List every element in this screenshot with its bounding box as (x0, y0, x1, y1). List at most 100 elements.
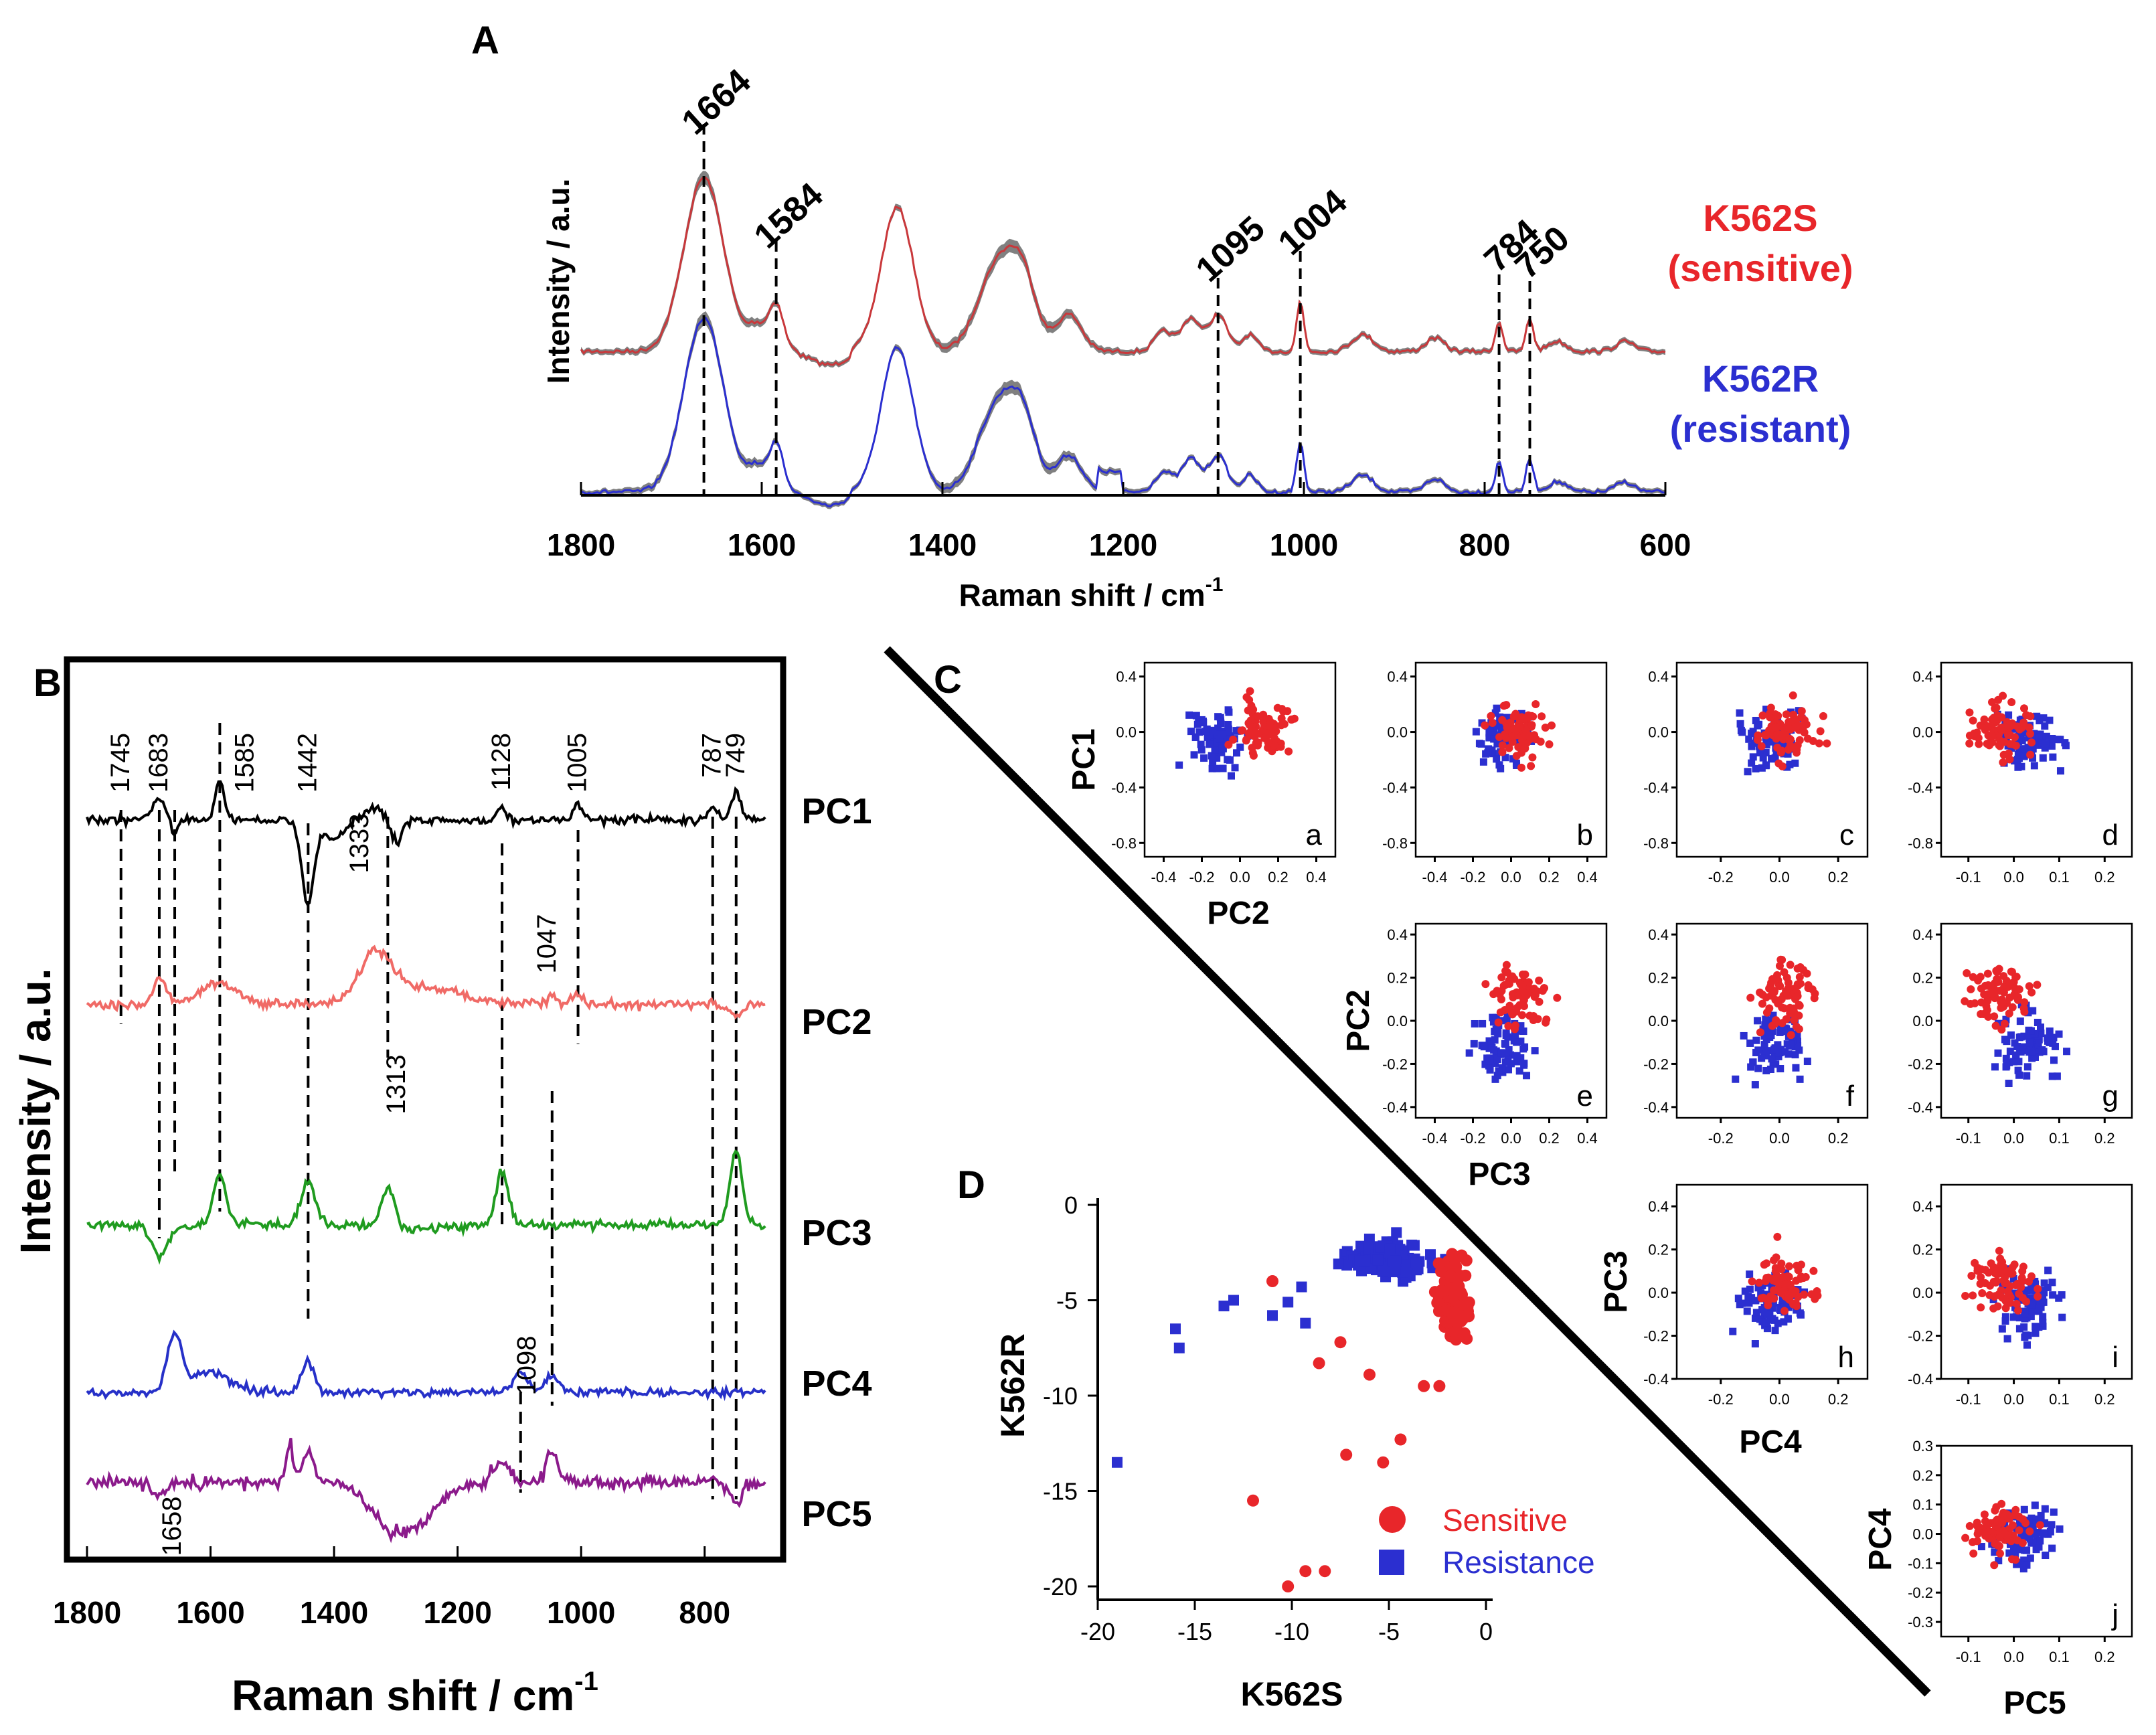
scatter-point-resistant (1516, 1027, 1524, 1035)
scatter-point-resistant (2023, 1072, 2031, 1080)
scatter-y-tick-label: -0.4 (1382, 779, 1408, 796)
scatter-point-sensitive (1504, 1021, 1513, 1030)
scatter-point-sensitive (1521, 970, 1529, 979)
scatter-point-sensitive (1502, 961, 1511, 969)
scatter-point-resistant (2025, 1034, 2034, 1042)
scatter-point-resistant (1470, 1040, 1478, 1048)
scatter-point-sensitive (1991, 1506, 1999, 1515)
scatter-point-resistant (2031, 1298, 2040, 1306)
scatter-point-resistant (1772, 1060, 1780, 1068)
scatter-point-resistant (1505, 1046, 1513, 1054)
scatter-point-resistant (1531, 1047, 1539, 1055)
scatter-point-sensitive (1520, 714, 1529, 723)
scatter-point-resistant (2015, 1071, 2023, 1079)
scatter-y-tick-label: -0.2 (1908, 1328, 1933, 1345)
panel-d-point-sensitive (1448, 1314, 1461, 1327)
scatter-point-resistant (1752, 764, 1760, 772)
scatter-point-sensitive (1523, 989, 1532, 997)
scatter-point-sensitive (1991, 1517, 1999, 1526)
scatter-point-resistant (1479, 1019, 1487, 1027)
scatter-point-sensitive (1784, 1294, 1793, 1303)
scatter-point-sensitive (1224, 740, 1233, 749)
scatter-point-resistant (1224, 720, 1232, 728)
scatter-point-resistant (1472, 728, 1480, 736)
scatter-point-sensitive (1789, 691, 1797, 699)
scatter-point-sensitive (2004, 730, 2013, 739)
scatter-point-resistant (2002, 1015, 2010, 1023)
scatter-point-resistant (1513, 761, 1521, 769)
panel-d-point-resistance (1402, 1259, 1413, 1270)
scatter-point-resistant (1776, 1028, 1784, 1036)
scatter-point-sensitive (2005, 740, 2014, 748)
legend-k562s-name: K562S (1703, 197, 1817, 239)
scatter-point-resistant (1465, 1049, 1473, 1057)
scatter-point-resistant (1517, 1038, 1525, 1046)
scatter-point-resistant (1747, 1063, 1755, 1071)
panel-c-col-label-pc4: PC4 (1739, 1424, 1802, 1460)
scatter-point-resistant (1491, 1036, 1499, 1044)
scatter-point-sensitive (1802, 720, 1811, 729)
scatter-x-tick-label: 0.0 (2003, 1130, 2024, 1147)
scatter-point-resistant (2025, 734, 2033, 742)
scatter-point-resistant (1195, 728, 1204, 736)
scatter-subplot-letter: g (2102, 1080, 2119, 1112)
scatter-point-resistant (1520, 1060, 1528, 1068)
scatter-y-tick-label: 0.0 (1648, 724, 1669, 741)
panel-c-row-label-pc3: PC3 (1598, 1250, 1634, 1313)
scatter-point-resistant (1511, 1030, 1519, 1038)
scatter-point-resistant (1752, 1297, 1760, 1305)
scatter-y-tick-label: 0.4 (1648, 926, 1669, 943)
scatter-point-sensitive (2026, 750, 2035, 759)
scatter-point-resistant (1748, 759, 1756, 767)
scatter-point-sensitive (2010, 1260, 2019, 1269)
panel-d-point-sensitive (1247, 1494, 1259, 1507)
panel-d-label: D (957, 1163, 985, 1207)
scatter-point-sensitive (1505, 744, 1513, 752)
scatter-point-resistant (1218, 748, 1226, 756)
scatter-point-sensitive (1773, 1232, 1782, 1241)
scatter-point-resistant (1481, 1060, 1489, 1068)
panel-a-peak-label-1584: 1584 (747, 175, 831, 256)
scatter-point-sensitive (1792, 1022, 1801, 1031)
scatter-point-resistant (1757, 1289, 1765, 1297)
scatter-point-resistant (1227, 772, 1235, 780)
scatter-point-sensitive (1758, 990, 1767, 999)
scatter-point-resistant (2030, 762, 2038, 770)
scatter-point-resistant (2055, 1030, 2063, 1038)
scatter-point-resistant (1752, 1309, 1760, 1317)
scatter-point-resistant (1517, 1022, 1525, 1030)
scatter-point-resistant (2039, 1322, 2047, 1330)
scatter-point-sensitive (2020, 998, 2029, 1007)
scatter-point-resistant (2041, 1519, 2049, 1527)
panel-b-top-label-1745: 1745 (106, 733, 135, 793)
scatter-point-resistant (2034, 1515, 2042, 1523)
panel-d-point-sensitive (1313, 1357, 1325, 1370)
scatter-x-tick-label: -0.4 (1422, 869, 1448, 886)
scatter-point-sensitive (1778, 1003, 1787, 1012)
scatter-point-sensitive (1996, 1292, 2005, 1301)
scatter-point-sensitive (1753, 736, 1762, 744)
scatter-point-resistant (2025, 1038, 2034, 1046)
scatter-point-resistant (1231, 764, 1239, 772)
scatter-point-sensitive (1823, 739, 1831, 748)
scatter-point-sensitive (1487, 712, 1495, 720)
scatter-point-resistant (1754, 1017, 1762, 1025)
scatter-point-sensitive (1519, 995, 1528, 1003)
scatter-point-resistant (2048, 1521, 2056, 1529)
panel-d-point-resistance (1218, 1301, 1230, 1312)
scatter-point-sensitive (1774, 712, 1782, 720)
scatter-subplot-letter: b (1577, 819, 1593, 851)
scatter-point-resistant (1734, 1295, 1742, 1303)
scatter-point-sensitive (1985, 1291, 1994, 1299)
panel-d-y-tick-label: -10 (1043, 1382, 1078, 1410)
scatter-point-resistant (1523, 1072, 1531, 1080)
scatter-point-sensitive (1526, 735, 1535, 744)
scatter-point-resistant (2022, 1331, 2030, 1339)
scatter-point-sensitive (1514, 743, 1523, 752)
panel-d: D -20 -15 -10 -5 0 0 -5 -10 -15 -20 K562R K562S S… (957, 1163, 1595, 1713)
scatter-point-resistant (2021, 1315, 2029, 1323)
scatter-point-sensitive (1804, 984, 1813, 993)
scatter-point-sensitive (1758, 711, 1767, 720)
scatter-y-tick-label: -0.4 (1908, 779, 1933, 796)
scatter-point-sensitive (2012, 973, 2021, 981)
